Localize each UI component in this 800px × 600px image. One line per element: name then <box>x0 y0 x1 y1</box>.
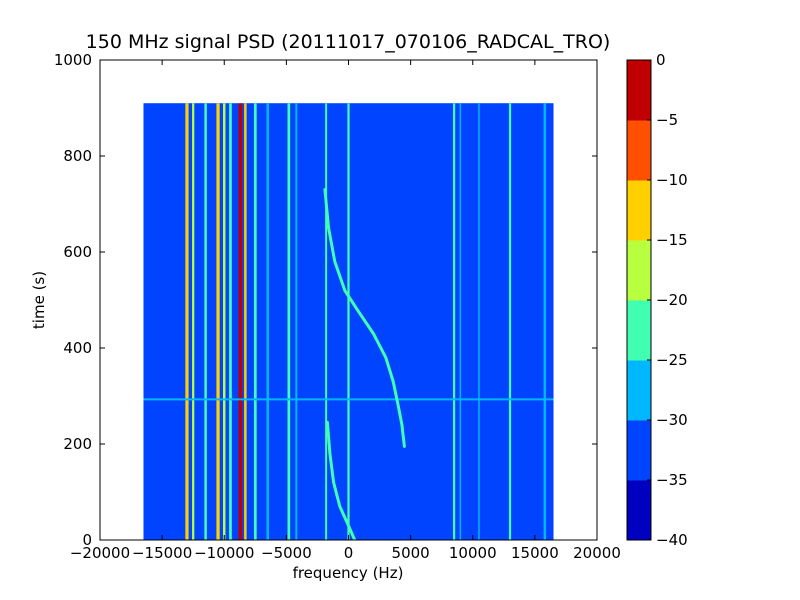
colorbar-tick-label: −20 <box>656 291 688 309</box>
x-tick-label: 10000 <box>449 544 497 562</box>
psd-vertical-line <box>204 103 207 540</box>
psd-drifting-signal <box>323 188 406 448</box>
psd-features <box>143 103 554 540</box>
y-tick-label: 600 <box>63 243 92 261</box>
psd-vertical-line <box>185 103 189 540</box>
colorbar-segment <box>627 300 651 361</box>
x-tick-label: −5000 <box>261 544 312 562</box>
psd-horizontal-line <box>143 398 554 401</box>
colorbar-tick-label: −35 <box>656 471 688 489</box>
y-tick-label: 800 <box>63 147 92 165</box>
psd-vertical-line <box>325 103 328 540</box>
colorbar-tick-label: −25 <box>656 351 688 369</box>
colorbar-segment <box>627 420 651 481</box>
y-tick-label: 400 <box>63 339 92 357</box>
psd-vertical-line <box>192 103 195 540</box>
y-axis-label: time (s) <box>30 271 48 329</box>
psd-vertical-line <box>253 103 257 540</box>
colorbar-tick-label: −10 <box>656 171 688 189</box>
psd-vertical-line <box>266 103 269 540</box>
x-axis: −20000 −15000 −10000 −5000 0 5000 10000 15000 20… <box>70 60 621 562</box>
colorbar: 0 −5 −10 −15 −20 −25 −30 −35 −40 <box>626 51 688 549</box>
colorbar-segment <box>627 180 651 241</box>
colorbar-segment <box>627 360 651 421</box>
psd-vertical-line <box>508 103 512 540</box>
plot-area <box>99 59 598 541</box>
y-tick-label: 1000 <box>54 51 92 69</box>
psd-vertical-line <box>543 103 547 540</box>
x-tick-label: −20000 <box>70 544 130 562</box>
psd-vertical-line <box>459 103 462 540</box>
colorbar-tick-label: 0 <box>656 51 666 69</box>
x-axis-label: frequency (Hz) <box>293 564 404 582</box>
chart-title: 150 MHz signal PSD (20111017_070106_RADC… <box>86 31 611 53</box>
psd-vertical-line <box>452 103 456 540</box>
x-tick-label: −15000 <box>132 544 192 562</box>
colorbar-tick-label: −5 <box>656 111 678 129</box>
y-axis: 0 200 400 600 800 1000 <box>54 51 597 549</box>
colorbar-segment <box>627 480 651 541</box>
colorbar-segment <box>627 60 651 121</box>
psd-vertical-line <box>287 103 291 540</box>
colorbar-segment <box>627 240 651 301</box>
psd-vertical-line <box>347 103 350 540</box>
psd-vertical-line <box>223 103 226 540</box>
y-tick-label: 0 <box>82 531 92 549</box>
y-tick-label: 200 <box>63 435 92 453</box>
x-tick-label: 15000 <box>511 544 559 562</box>
psd-vertical-line <box>244 103 247 540</box>
psd-vertical-line <box>295 103 298 540</box>
x-tick-label: 20000 <box>573 544 621 562</box>
colorbar-tick-label: −40 <box>656 531 688 549</box>
psd-vertical-line <box>229 103 232 540</box>
psd-vertical-line <box>216 103 220 540</box>
x-tick-label: 5000 <box>392 544 430 562</box>
x-tick-label: −10000 <box>194 544 254 562</box>
psd-vertical-line <box>478 103 480 540</box>
x-tick-label: 0 <box>344 544 354 562</box>
colorbar-tick-label: −30 <box>656 411 688 429</box>
psd-vertical-line <box>238 103 243 540</box>
colorbar-segment <box>627 120 651 181</box>
colorbar-tick-label: −15 <box>656 231 688 249</box>
psd-drifting-signal-lower <box>325 420 357 540</box>
